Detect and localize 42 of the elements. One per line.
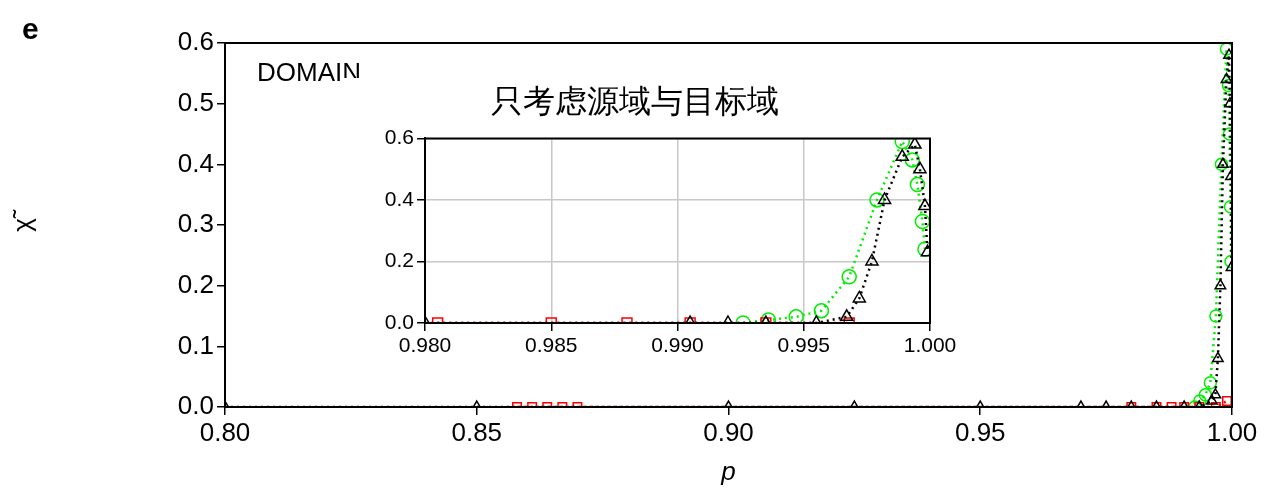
- point: [1205, 394, 1218, 405]
- y-tick-label: 0.3: [177, 208, 214, 239]
- x-tick-label: 0.985: [524, 333, 578, 357]
- y-tick-label: 0.2: [384, 248, 414, 272]
- point: [1220, 72, 1232, 84]
- point: [909, 176, 926, 193]
- x-tick-label: 0.90: [703, 416, 754, 447]
- point: [1209, 388, 1222, 399]
- point: [904, 152, 921, 168]
- point: [895, 149, 910, 162]
- point: [914, 213, 930, 230]
- x-tick-label: 1.000: [903, 333, 957, 357]
- y-tick-label: 0.4: [384, 186, 415, 210]
- x-tick-label: 0.995: [777, 333, 831, 357]
- point: [908, 138, 922, 149]
- point: [865, 253, 879, 266]
- x-tick-label: 0.980: [398, 333, 452, 357]
- point: [918, 198, 930, 211]
- y-tick-label: 0.1: [177, 329, 214, 360]
- y-axis-title: χ̃: [6, 209, 37, 232]
- point: [913, 161, 927, 174]
- y-tick-label: 0.0: [384, 309, 414, 333]
- annotation: DOMAIN: [257, 57, 361, 88]
- x-tick-label: 0.990: [651, 333, 704, 357]
- point: [1211, 351, 1224, 363]
- point: [877, 192, 892, 205]
- point: [1214, 278, 1227, 290]
- y-tick-label: 0.6: [384, 125, 414, 149]
- y-tick-label: 0.5: [177, 86, 214, 117]
- x-tick-label: 0.85: [451, 416, 503, 447]
- x-tick-label: 0.95: [954, 416, 1006, 447]
- y-tick-label: 0.6: [177, 26, 214, 57]
- y-tick-label: 0.2: [177, 268, 214, 299]
- point: [869, 192, 885, 208]
- x-axis-title: p: [720, 455, 736, 486]
- point: [839, 309, 854, 322]
- text: e: [22, 12, 39, 46]
- y-tick-label: 0.4: [177, 147, 214, 178]
- x-tick-label: 1.00: [1206, 416, 1258, 447]
- point: [852, 290, 867, 303]
- chart-title: 只考虑源域与目标域: [491, 83, 779, 120]
- point: [1221, 78, 1232, 93]
